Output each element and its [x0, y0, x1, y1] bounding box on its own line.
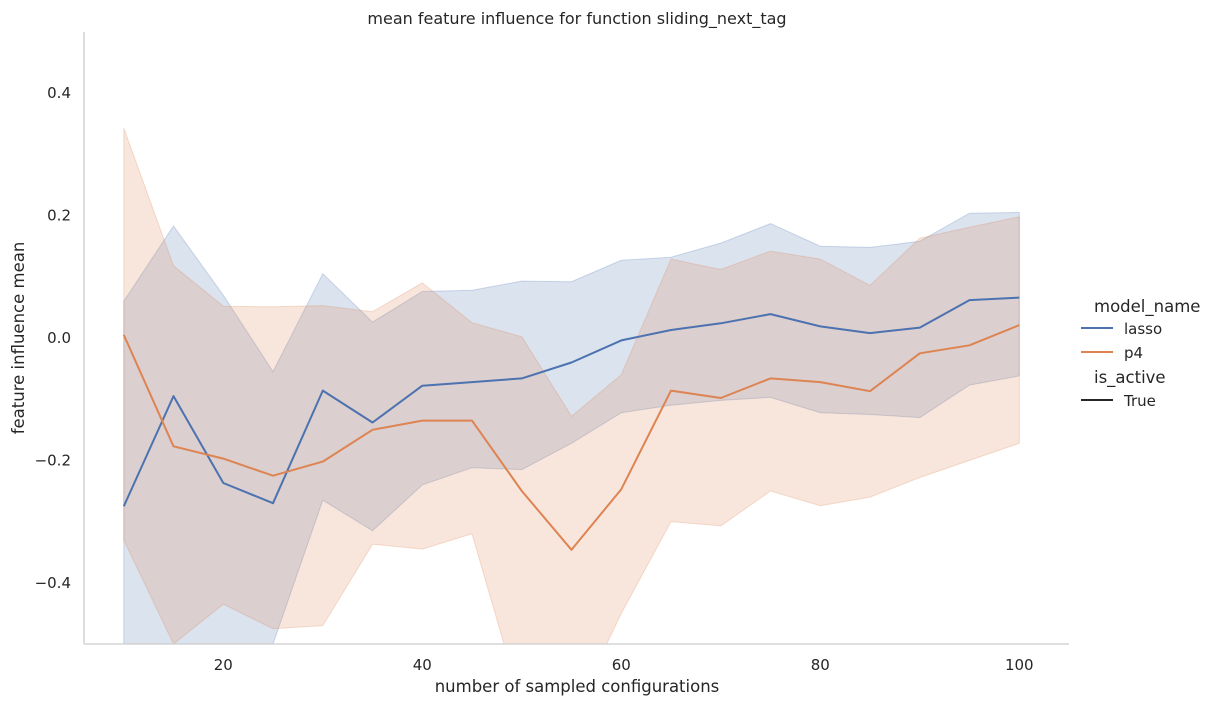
y-tick-label: 0.0	[47, 329, 71, 347]
legend: model_name lasso p4 is_active True	[1081, 297, 1200, 410]
chart-title: mean feature influence for function slid…	[367, 9, 786, 29]
legend-hue-title: model_name	[1094, 297, 1200, 317]
legend-label-lasso: lasso	[1124, 320, 1162, 338]
legend-style-title: is_active	[1094, 368, 1166, 388]
y-axis-label: feature influence mean	[9, 242, 28, 435]
x-tick-labels: 20 40 60 80 100	[214, 656, 1034, 674]
x-tick-label: 60	[612, 656, 631, 674]
axes	[83, 32, 1069, 645]
legend-label-p4: p4	[1124, 344, 1143, 362]
y-tick-label: 0.2	[47, 207, 71, 225]
y-tick-label: −0.4	[35, 574, 71, 592]
y-tick-labels: −0.4 −0.2 0.0 0.2 0.4	[35, 84, 71, 592]
ci-band-p4	[123, 127, 1020, 644]
series-line-lasso	[122, 296, 1020, 507]
y-tick-label: −0.2	[35, 451, 71, 469]
series-line-p4	[122, 324, 1020, 551]
x-tick-label: 20	[214, 656, 233, 674]
y-tick-label: 0.4	[47, 84, 71, 102]
x-tick-label: 40	[413, 656, 432, 674]
legend-label-true: True	[1123, 392, 1156, 410]
x-tick-label: 100	[1005, 656, 1034, 674]
confidence-bands	[123, 127, 1020, 644]
x-axis-label: number of sampled configurations	[435, 677, 720, 696]
series-lines	[122, 296, 1020, 551]
x-tick-label: 80	[811, 656, 830, 674]
